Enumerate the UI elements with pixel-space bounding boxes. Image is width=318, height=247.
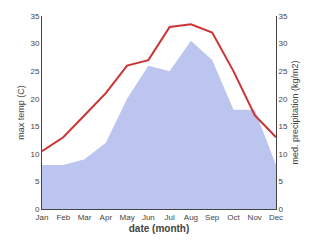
svg-text:Nov: Nov [248,213,262,222]
svg-text:Oct: Oct [227,213,240,222]
svg-text:Aug: Aug [184,213,198,222]
svg-text:Sep: Sep [205,213,220,222]
svg-text:10: 10 [30,150,39,159]
svg-text:5: 5 [279,177,284,186]
svg-text:Mar: Mar [78,213,92,222]
svg-text:10: 10 [279,150,288,159]
svg-text:Jun: Jun [142,213,155,222]
svg-text:35: 35 [30,12,39,21]
svg-text:5: 5 [35,177,40,186]
svg-text:30: 30 [30,39,39,48]
svg-text:Apr: Apr [100,213,113,222]
svg-text:25: 25 [30,67,39,76]
svg-text:25: 25 [279,67,288,76]
svg-text:date (month): date (month) [129,223,190,234]
svg-text:0: 0 [279,205,284,214]
svg-text:15: 15 [279,122,288,131]
svg-text:15: 15 [30,122,39,131]
svg-text:Feb: Feb [56,213,70,222]
svg-text:max temp (C): max temp (C) [16,85,26,140]
svg-text:med. precipitation (kg/m2): med. precipitation (kg/m2) [290,60,300,164]
svg-text:30: 30 [279,39,288,48]
svg-text:0: 0 [35,205,40,214]
svg-text:Jul: Jul [165,213,175,222]
svg-text:20: 20 [30,95,39,104]
svg-text:Dec: Dec [269,213,283,222]
svg-text:35: 35 [279,12,288,21]
svg-text:Jan: Jan [36,213,49,222]
svg-text:May: May [120,213,135,222]
svg-text:20: 20 [279,95,288,104]
